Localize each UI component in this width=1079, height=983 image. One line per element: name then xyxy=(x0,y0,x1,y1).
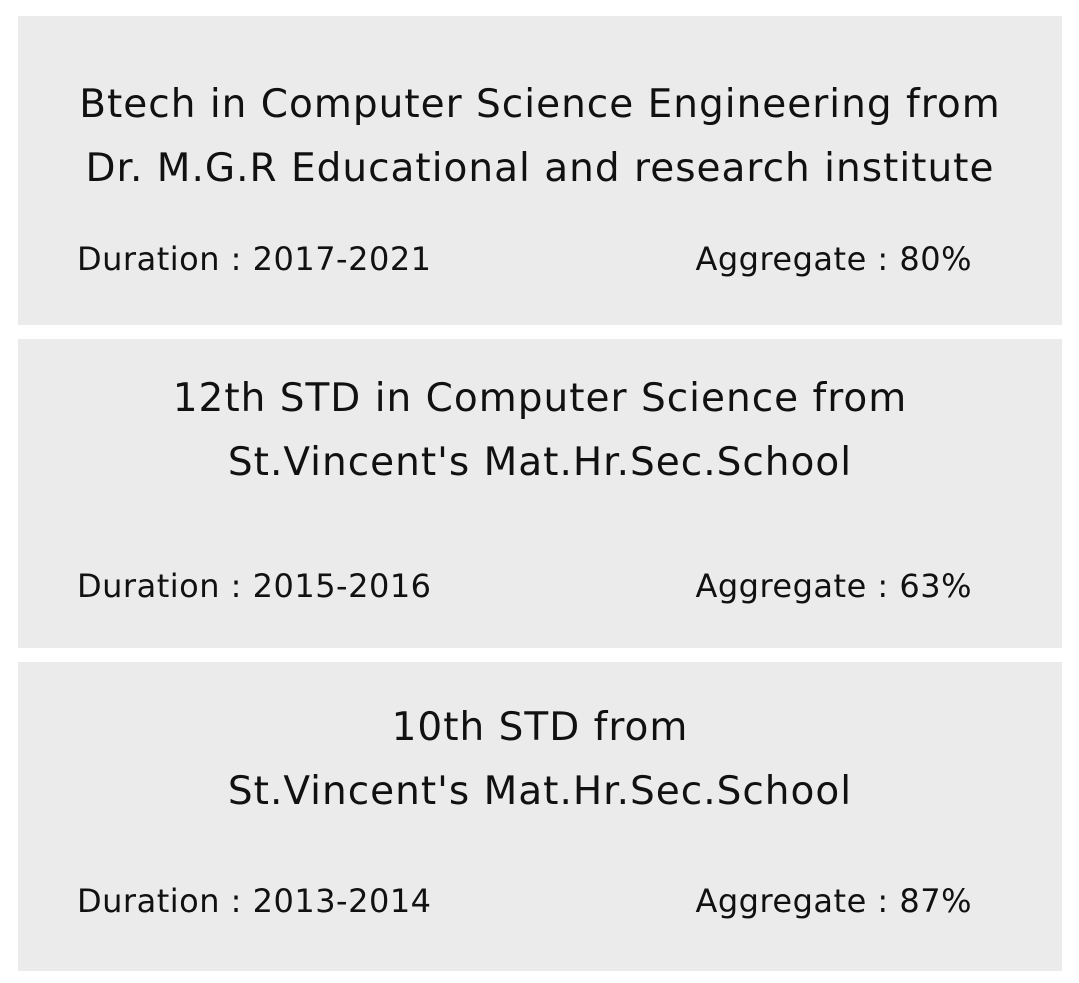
education-title-line-1: 10th STD from xyxy=(391,705,689,750)
education-title-line-2: Dr. M.G.R Educational and research insti… xyxy=(85,146,995,191)
education-title: 12th STD in Computer Science from St.Vin… xyxy=(18,367,1062,495)
education-duration: Duration : 2017-2021 xyxy=(77,240,432,278)
education-title-line-1: Btech in Computer Science Engineering fr… xyxy=(79,82,1001,127)
education-duration: Duration : 2013-2014 xyxy=(77,882,432,920)
education-card-12th: 12th STD in Computer Science from St.Vin… xyxy=(18,339,1062,648)
education-card-btech: Btech in Computer Science Engineering fr… xyxy=(18,16,1062,325)
education-aggregate: Aggregate : 63% xyxy=(695,567,972,605)
education-aggregate: Aggregate : 80% xyxy=(695,240,972,278)
education-title-line-2: St.Vincent's Mat.Hr.Sec.School xyxy=(227,440,853,485)
education-duration: Duration : 2015-2016 xyxy=(77,567,432,605)
education-title: 10th STD from St.Vincent's Mat.Hr.Sec.Sc… xyxy=(18,696,1062,824)
education-aggregate: Aggregate : 87% xyxy=(695,882,972,920)
education-title-line-1: 12th STD in Computer Science from xyxy=(172,376,908,421)
education-title: Btech in Computer Science Engineering fr… xyxy=(18,73,1062,201)
education-card-10th: 10th STD from St.Vincent's Mat.Hr.Sec.Sc… xyxy=(18,662,1062,971)
education-title-line-2: St.Vincent's Mat.Hr.Sec.School xyxy=(227,769,853,814)
